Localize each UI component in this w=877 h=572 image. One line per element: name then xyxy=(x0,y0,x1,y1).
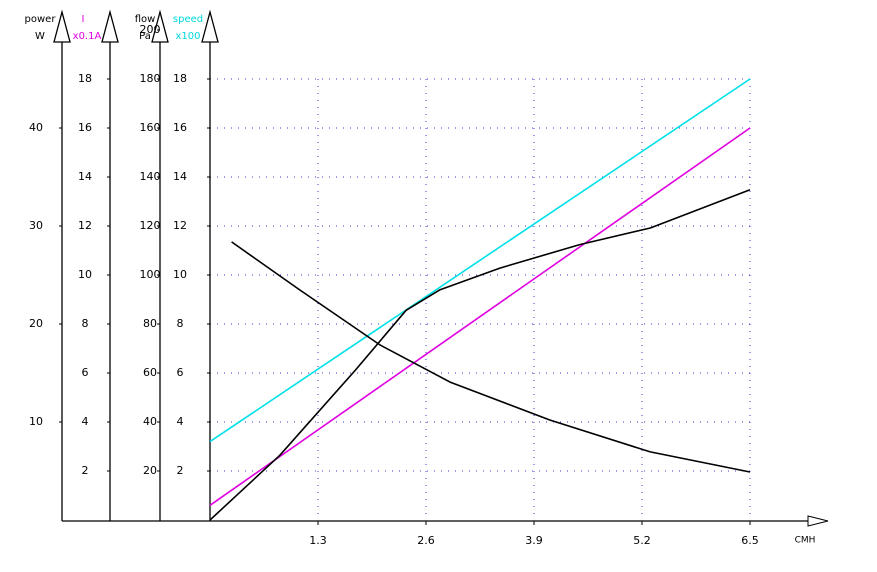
y-tick-label: 180 xyxy=(140,72,161,85)
y-tick-label: 14 xyxy=(173,170,187,183)
y-tick-label: 80 xyxy=(143,317,157,330)
y-axis-unit: Pa xyxy=(139,31,151,42)
x-tick-label: 1.3 xyxy=(309,534,327,547)
y-tick-label: 20 xyxy=(29,317,43,330)
y-tick-label: 10 xyxy=(173,268,187,281)
y-tick-label: 6 xyxy=(82,366,89,379)
y-axis-unit: x0.1A xyxy=(73,31,102,42)
y-tick-label: 4 xyxy=(82,415,89,428)
y-tick-label: 8 xyxy=(82,317,89,330)
y-tick-label: 10 xyxy=(29,415,43,428)
y-tick-label: 60 xyxy=(143,366,157,379)
y-tick-label: 16 xyxy=(78,121,92,134)
y-tick-label: 200 xyxy=(140,23,161,36)
y-axis-title: flow xyxy=(135,14,156,25)
y-axis-unit: W xyxy=(35,31,45,42)
y-tick-label: 12 xyxy=(173,219,187,232)
y-axis-title: power xyxy=(25,14,57,25)
y-axis-title: I xyxy=(82,14,85,25)
y-tick-label: 8 xyxy=(177,317,184,330)
y-tick-label: 140 xyxy=(140,170,161,183)
y-tick-label: 18 xyxy=(173,72,187,85)
data-line xyxy=(231,241,751,473)
y-axis-unit: x100 xyxy=(175,31,200,42)
y-axis-arrow xyxy=(101,9,119,43)
data-line xyxy=(209,188,751,521)
y-tick-label: 2 xyxy=(177,464,184,477)
x-tick-label: 5.2 xyxy=(633,534,651,547)
x-tick-label: 3.9 xyxy=(525,534,543,547)
y-tick-label: 12 xyxy=(78,219,92,232)
y-tick-label: 2 xyxy=(82,464,89,477)
y-axis-title: speed xyxy=(173,14,203,25)
data-line xyxy=(209,78,751,443)
y-tick-label: 20 xyxy=(143,464,157,477)
y-axis-arrow xyxy=(53,9,71,43)
y-tick-label: 18 xyxy=(78,72,92,85)
y-tick-label: 6 xyxy=(177,366,184,379)
x-tick-label: 6.5 xyxy=(741,534,759,547)
y-axis-arrow xyxy=(151,9,169,43)
y-tick-label: 10 xyxy=(78,268,92,281)
y-tick-label: 160 xyxy=(140,121,161,134)
data-line xyxy=(209,127,751,506)
y-tick-label: 14 xyxy=(78,170,92,183)
y-axis-arrow xyxy=(201,9,219,43)
y-tick-label: 40 xyxy=(29,121,43,134)
x-axis-label: CMH xyxy=(795,536,816,546)
y-tick-label: 100 xyxy=(140,268,161,281)
x-axis-arrow xyxy=(807,515,829,527)
y-tick-label: 40 xyxy=(143,415,157,428)
y-tick-label: 30 xyxy=(29,219,43,232)
y-tick-label: 120 xyxy=(140,219,161,232)
x-tick-label: 2.6 xyxy=(417,534,435,547)
y-tick-label: 16 xyxy=(173,121,187,134)
y-tick-label: 4 xyxy=(177,415,184,428)
